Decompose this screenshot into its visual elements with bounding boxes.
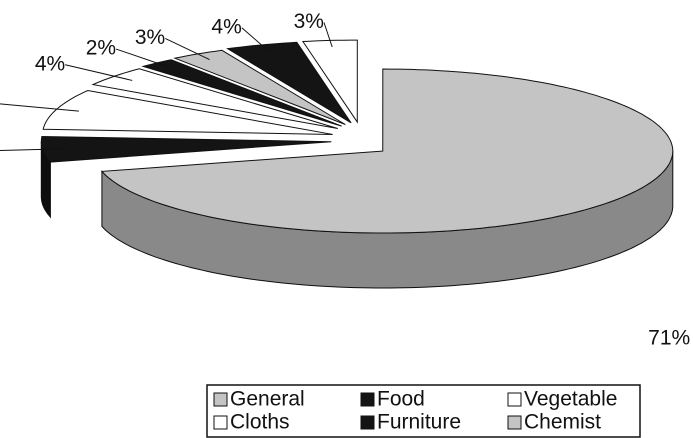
legend-label: Food [377, 388, 425, 411]
data-label: 3% [294, 10, 324, 33]
leader-line [241, 27, 269, 52]
data-label: 4% [211, 15, 241, 38]
legend-label: General [230, 388, 305, 411]
leader-line [115, 48, 172, 69]
leader-line [323, 22, 333, 48]
legend-swatch [360, 392, 375, 407]
data-label: 2% [86, 37, 116, 60]
leader-line [65, 64, 133, 81]
leader-line [0, 103, 79, 112]
slice-side-shade [41, 141, 51, 218]
legend-swatch [360, 415, 375, 430]
leader-line [165, 37, 210, 61]
legend-swatch [213, 392, 228, 407]
data-label: 71% [648, 326, 690, 349]
slice-side-shade [101, 151, 673, 288]
legend-label: Furniture [377, 411, 461, 434]
legend-label: Cloths [230, 411, 290, 434]
data-label: 3% [135, 26, 165, 49]
slice [100, 68, 674, 234]
legend-label: Vegetable [524, 388, 617, 411]
legend-swatch [507, 392, 522, 407]
leader-line [0, 148, 66, 152]
legend-swatch [213, 415, 228, 430]
legend-swatch [507, 415, 522, 430]
legend-box [206, 384, 641, 438]
legend-label: Chemist [524, 411, 601, 434]
data-label: 4% [35, 52, 65, 75]
